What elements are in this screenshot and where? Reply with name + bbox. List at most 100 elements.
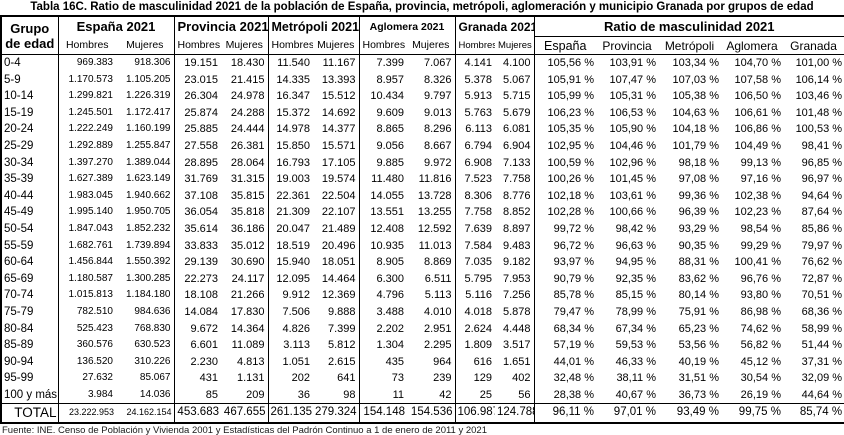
population-cell: 4.813 [236,355,265,368]
population-cell: 22.107 [321,206,356,219]
population-cell: 28.895 [173,154,221,172]
population-cell: 4.826 [267,320,313,338]
population-cell: 31.769 [173,171,221,188]
ratio-cell: 103,34 % [672,57,719,69]
population-cell: 7.953 [502,272,531,285]
ratio-cell: 94,64 % [801,189,843,202]
population-cell: 6.904 [502,139,531,152]
population-cell: 2.615 [327,355,356,368]
ratio-cell: 32,48 % [533,370,596,387]
population-cell: 5.763 [454,104,495,122]
population-cell: 18.108 [173,287,221,304]
population-cell: 15.850 [267,137,313,155]
ratio-cell: 90,79 % [533,270,596,288]
population-cell: 11 [358,386,407,404]
population-cell: 14.036 [139,388,171,400]
population-cell: 984.636 [134,305,171,317]
population-cell: 1.226.319 [126,90,171,102]
ratio-cell: 56,82 % [740,339,781,352]
population-cell: 1.623.149 [126,173,171,185]
table-row: 55-59 1.682.761 1.739.894 33.833 35.012 18.51… [1,237,844,255]
total-population-cell: 124.788 [495,403,534,423]
population-cell: 15.571 [321,139,356,152]
table-row: 15-19 1.245.501 1.172.417 25.874 24.288 15.37… [1,104,844,122]
table-row: 5-9 1.170.573 1.105.205 23.015 21.415 14.335 1… [1,71,844,89]
ratio-cell: 85,15 % [615,289,656,302]
ratio-subheader-metropoli: Metrópoli [658,36,721,55]
population-cell: 6.511 [424,272,452,285]
population-cell: 19.574 [321,173,356,186]
population-cell: 35.614 [173,220,221,238]
ratio-cell: 104,70 % [734,57,781,69]
population-cell: 13.393 [321,73,356,86]
population-cell: 1.299.821 [57,88,116,105]
population-cell: 15.512 [321,90,356,103]
ratio-cell: 76,62 % [801,256,843,269]
age-group-cell: 70-74 [4,289,34,302]
population-cell: 8.957 [358,71,407,89]
population-cell: 7.758 [502,173,531,186]
ratio-subheader-granada: Granada [783,36,844,55]
total-ratio-cell: 97,01 % [596,403,658,423]
ratio-cell: 99,36 % [678,189,719,202]
ratio-cell: 78,99 % [615,305,656,318]
population-cell: 21.415 [230,73,265,86]
ratio-cell: 44,64 % [801,388,843,401]
ratio-cell: 105,56 % [533,54,596,72]
population-cell: 9.672 [173,320,221,338]
population-cell: 27.558 [173,137,221,155]
ratio-cell: 107,47 % [609,73,656,86]
population-cell: 36.054 [173,204,221,221]
population-cell: 14.464 [321,272,356,285]
population-cell: 1.292.889 [57,137,116,155]
table-row: 30-34 1.397.270 1.389.044 28.895 28.064 16.79… [1,154,844,172]
subheader-provincia-hombres: Hombres [173,36,221,55]
group-header-aglomera: Aglomera 2021 [358,16,455,37]
age-group-cell: 65-69 [4,272,34,285]
age-group-cell: 85-89 [4,339,34,352]
table-row: 45-49 1.995.140 1.950.705 36.054 35.818 21.30… [1,204,844,221]
group-header-granada: Granada 2021 [454,16,534,37]
population-cell: 14.377 [321,123,356,136]
population-cell: 8.869 [423,256,452,269]
group-header-espana: España 2021 [57,16,174,37]
ratio-cell: 105,35 % [533,121,596,138]
population-cell: 1.172.417 [126,106,171,118]
population-cell: 14.335 [267,71,313,89]
population-cell: 25.885 [173,121,221,138]
subheader-espana-mujeres: Mujeres [116,36,174,55]
population-cell: 1.051 [267,353,313,371]
population-cell: 1.105.205 [126,73,171,85]
total-population-cell: 154.536 [407,403,455,423]
population-cell: 18.430 [230,57,265,69]
population-cell: 30.690 [230,256,265,269]
population-cell: 1.847.043 [57,220,116,238]
population-cell: 2.230 [173,353,221,371]
population-cell: 7.067 [423,57,452,69]
population-cell: 5.795 [454,270,495,288]
ratio-cell: 105,31 % [609,90,656,103]
ratio-subheader-provincia: Provincia [596,36,658,55]
ratio-cell: 90,35 % [678,239,719,252]
age-group-cell: 95-99 [4,372,34,385]
total-ratio-cell: 96,11 % [533,403,596,423]
population-cell: 402 [512,372,531,385]
ratio-cell: 87,64 % [801,206,843,219]
ratio-cell: 94,95 % [615,256,656,269]
total-population-cell: 24.162.154 [116,403,174,423]
ratio-cell: 102,28 % [533,204,596,221]
ratio-cell: 106,14 % [795,73,843,86]
ratio-cell: 93,97 % [533,254,596,271]
population-cell: 4.141 [454,54,495,72]
ratio-cell: 106,50 % [734,90,781,103]
population-cell: 8.776 [502,189,531,202]
subheader-aglomera-hombres: Hombres [358,36,407,55]
population-cell: 24.978 [230,90,265,103]
population-cell: 14.364 [230,322,265,335]
age-group-cell: 45-49 [4,206,34,219]
age-group-cell: 30-34 [4,156,34,169]
population-cell: 9.797 [423,90,452,103]
population-cell: 768.830 [134,322,171,334]
table-row: 95-99 27.632 85.067 431 1.131 202 641 73 239 129 4… [1,370,844,387]
ratio-cell: 99,13 % [740,156,781,169]
